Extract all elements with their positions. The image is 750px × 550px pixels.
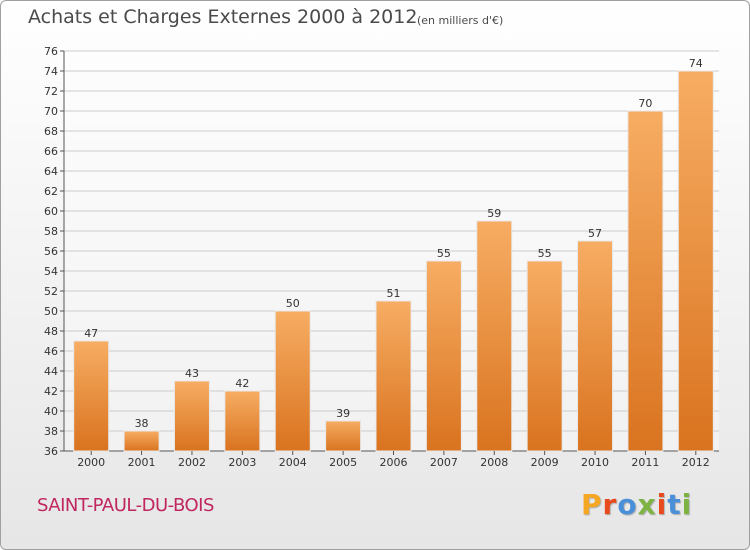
x-tick-label: 2010 xyxy=(581,456,609,469)
bar-value-label: 55 xyxy=(437,247,451,260)
bar-value-label: 38 xyxy=(135,417,149,430)
x-tick-label: 2004 xyxy=(279,456,307,469)
y-tick-label: 76 xyxy=(44,45,58,58)
bar-2000 xyxy=(73,340,110,452)
y-tick-label: 68 xyxy=(44,125,58,138)
y-tick-label: 54 xyxy=(44,265,58,278)
bar-value-label: 51 xyxy=(387,287,401,300)
bar-value-label: 74 xyxy=(689,57,703,70)
y-tick-label: 38 xyxy=(44,425,58,438)
bar-2011 xyxy=(627,110,664,452)
brand-logo-letter: o xyxy=(617,488,638,521)
x-tick-label: 2009 xyxy=(531,456,559,469)
x-tick-label: 2001 xyxy=(128,456,156,469)
bar-2002 xyxy=(173,380,210,452)
brand-logo-letter: i xyxy=(681,488,693,521)
bar-value-label: 57 xyxy=(588,227,602,240)
y-tick-label: 72 xyxy=(44,85,58,98)
y-tick-label: 58 xyxy=(44,225,58,238)
bar-value-label: 55 xyxy=(538,247,552,260)
chart-title: Achats et Charges Externes 2000 à 2012 xyxy=(28,6,418,28)
y-tick-label: 52 xyxy=(44,285,58,298)
y-tick-label: 44 xyxy=(44,365,58,378)
y-tick-label: 48 xyxy=(44,325,58,338)
y-tick-label: 46 xyxy=(44,345,58,358)
y-tick-label: 70 xyxy=(44,105,58,118)
bar-2009 xyxy=(526,260,563,452)
y-tick-label: 64 xyxy=(44,165,58,178)
bar-value-label: 42 xyxy=(235,377,249,390)
bar-2010 xyxy=(577,240,614,452)
x-tick-label: 2012 xyxy=(682,456,710,469)
y-tick-label: 60 xyxy=(44,205,58,218)
y-tick-label: 42 xyxy=(44,385,58,398)
bar-2004 xyxy=(274,310,311,452)
bar-value-label: 70 xyxy=(638,97,652,110)
bar-2012 xyxy=(677,70,714,452)
brand-logo-letter: t xyxy=(667,488,682,521)
bar-value-label: 50 xyxy=(286,297,300,310)
y-tick-label: 50 xyxy=(44,305,58,318)
bar-2005 xyxy=(325,420,362,452)
chart-subtitle: (en milliers d'€) xyxy=(417,14,504,27)
bar-2003 xyxy=(224,390,261,452)
bar-2006 xyxy=(375,300,412,452)
bar-value-label: 43 xyxy=(185,367,199,380)
y-tick-label: 74 xyxy=(44,65,58,78)
bar-value-label: 39 xyxy=(336,407,350,420)
x-tick-label: 2005 xyxy=(329,456,357,469)
commune-name: SAINT-PAUL-DU-BOIS xyxy=(37,495,214,516)
brand-logo: Proxiti xyxy=(581,488,692,521)
x-tick-label: 2000 xyxy=(77,456,105,469)
y-tick-label: 56 xyxy=(44,245,58,258)
y-tick-label: 40 xyxy=(44,405,58,418)
x-tick-label: 2007 xyxy=(430,456,458,469)
brand-logo-letter: i xyxy=(656,488,668,521)
brand-logo-letter: P xyxy=(581,488,603,521)
x-tick-label: 2002 xyxy=(178,456,206,469)
y-tick-label: 62 xyxy=(44,185,58,198)
y-tick-label: 66 xyxy=(44,145,58,158)
brand-logo-letter: r xyxy=(602,488,618,521)
y-tick-label: 36 xyxy=(44,445,58,458)
x-tick-label: 2003 xyxy=(228,456,256,469)
brand-logo-letter: x xyxy=(637,488,657,521)
bar-value-label: 59 xyxy=(487,207,501,220)
x-tick-label: 2006 xyxy=(380,456,408,469)
x-tick-label: 2011 xyxy=(631,456,659,469)
bar-2001 xyxy=(123,430,160,452)
bar-2007 xyxy=(425,260,462,452)
x-tick-label: 2008 xyxy=(480,456,508,469)
bar-value-label: 47 xyxy=(84,327,98,340)
bar-2008 xyxy=(476,220,513,452)
